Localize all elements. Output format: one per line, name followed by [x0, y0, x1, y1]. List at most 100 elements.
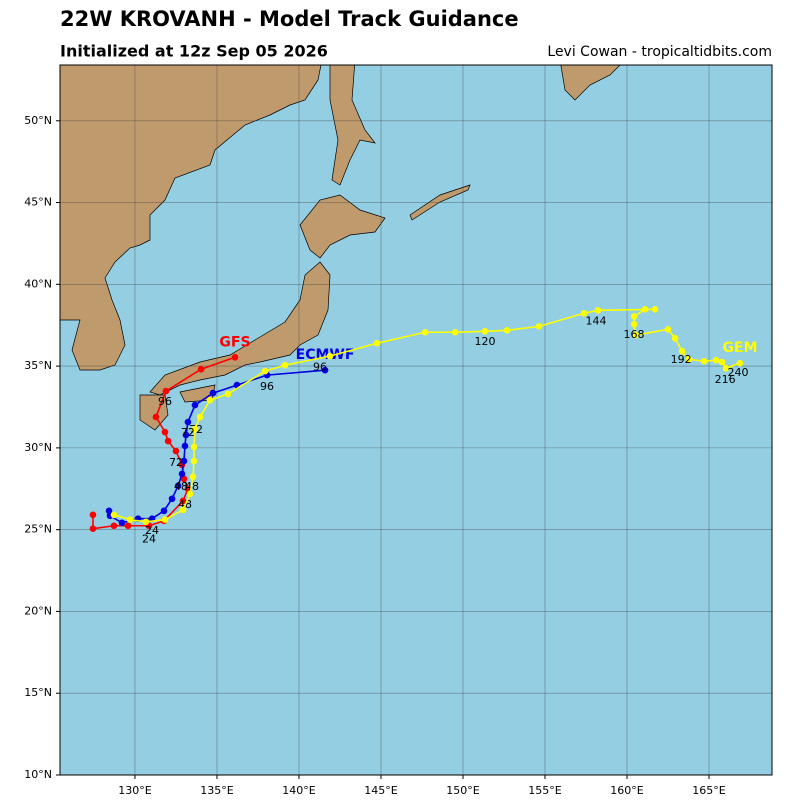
track-point	[105, 507, 113, 515]
track-point	[191, 425, 199, 433]
forecast-hour-label: 96	[158, 395, 172, 408]
track-point	[179, 497, 187, 505]
track-point	[481, 327, 489, 335]
track-point	[451, 328, 459, 336]
y-tick-label: 30°N	[24, 441, 52, 454]
track-point	[142, 518, 150, 526]
track-point	[678, 347, 686, 355]
forecast-hour-label: 120	[474, 335, 495, 348]
track-point	[664, 326, 672, 333]
track-point	[189, 473, 197, 481]
kurils	[409, 184, 471, 221]
y-tick-label: 25°N	[24, 523, 52, 536]
x-tick-label: 135°E	[200, 784, 233, 797]
track-point	[89, 525, 97, 532]
track-point	[261, 367, 269, 375]
track-point	[181, 442, 189, 450]
track-point	[160, 507, 168, 515]
track-point	[373, 339, 381, 347]
track-point	[671, 335, 679, 342]
forecast-hour-label: 192	[671, 353, 692, 366]
track-point	[281, 361, 289, 369]
track-point	[180, 457, 188, 465]
y-tick-label: 40°N	[24, 277, 52, 290]
hokkaido	[299, 194, 386, 259]
forecast-hour-label: 24	[142, 533, 156, 546]
forecast-hour-label: 240	[728, 366, 749, 379]
model-name: ECMWF	[296, 347, 355, 363]
track-point	[110, 511, 118, 519]
track-point	[632, 331, 640, 339]
ocean	[60, 65, 772, 775]
subtitle: Initialized at 12z Sep 05 2026	[60, 42, 328, 61]
title: 22W KROVANH - Model Track Guidance	[60, 7, 519, 31]
track-point	[172, 447, 180, 455]
x-tick-label: 150°E	[446, 784, 479, 797]
track-point	[685, 355, 693, 363]
track-point	[700, 357, 708, 365]
y-tick-label: 20°N	[24, 604, 52, 617]
track-point	[535, 323, 543, 330]
track-point	[182, 431, 190, 439]
track-point	[124, 522, 132, 530]
x-tick-label: 155°E	[528, 784, 561, 797]
track-point	[712, 356, 720, 364]
track-point	[224, 390, 232, 398]
track-point	[190, 443, 198, 451]
x-tick-label: 140°E	[282, 784, 315, 797]
y-tick-label: 15°N	[24, 686, 52, 699]
track-point	[152, 413, 160, 421]
y-tick-label: 50°N	[24, 114, 52, 127]
track-point	[89, 511, 97, 519]
x-tick-label: 145°E	[364, 784, 397, 797]
model-name: GFS	[219, 334, 250, 350]
forecast-hour-label: 144	[586, 314, 607, 327]
forecast-hour-label: 96	[260, 380, 274, 393]
x-tick-label: 165°E	[692, 784, 725, 797]
track-point	[179, 506, 187, 514]
track-point	[641, 306, 649, 313]
track-point	[580, 309, 588, 317]
track-point	[630, 313, 638, 320]
y-tick-label: 35°N	[24, 359, 52, 372]
track-point	[184, 418, 192, 426]
track-point	[206, 396, 214, 404]
track-point	[326, 352, 334, 360]
forecast-hour-label: 216	[715, 373, 736, 386]
track-point	[126, 516, 134, 523]
track-point	[503, 326, 511, 334]
x-tick-label: 160°E	[610, 784, 643, 797]
x-tick-label: 130°E	[118, 784, 151, 797]
track-point	[651, 306, 659, 313]
track-point	[209, 389, 217, 397]
track-point	[321, 366, 329, 374]
honshu	[149, 261, 331, 396]
forecast-hour-label: 72	[181, 426, 195, 439]
track-point	[178, 470, 186, 478]
map-layer: 24487296GFS24487296ECMWF4872961201441681…	[60, 65, 772, 775]
asia	[60, 65, 322, 371]
model-name: GEM	[723, 340, 758, 356]
track-point	[161, 428, 169, 436]
track-point	[630, 320, 638, 328]
track-point	[164, 437, 172, 445]
y-tick-label: 45°N	[24, 196, 52, 209]
forecast-hour-label: 96	[313, 360, 327, 373]
forecast-hour-label: 48	[174, 480, 188, 493]
track-point	[174, 482, 182, 490]
track-point	[186, 490, 194, 498]
track-point	[190, 457, 198, 465]
track-point	[196, 413, 204, 421]
track-point	[736, 359, 744, 367]
sakhalin	[329, 65, 376, 186]
track-point	[118, 519, 126, 527]
track-point	[191, 401, 199, 409]
track-point	[110, 522, 118, 530]
forecast-hour-label: 168	[624, 328, 645, 341]
track-point	[162, 387, 170, 395]
track-point	[184, 485, 192, 493]
forecast-hour-label: 72	[169, 456, 183, 469]
credit: Levi Cowan - tropicaltidbits.com	[547, 44, 772, 60]
